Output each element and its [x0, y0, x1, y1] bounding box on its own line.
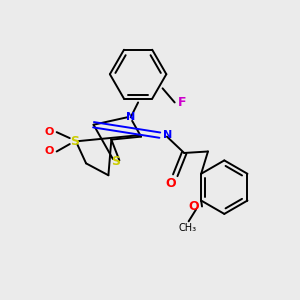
Text: CH₃: CH₃ [178, 223, 196, 233]
Text: O: O [188, 200, 199, 213]
Text: S: S [70, 135, 79, 148]
Text: O: O [45, 146, 54, 157]
Text: N: N [164, 130, 172, 140]
Text: N: N [126, 112, 135, 122]
Text: O: O [45, 127, 54, 137]
Text: F: F [178, 96, 187, 109]
Text: O: O [166, 177, 176, 190]
Text: S: S [111, 155, 120, 168]
